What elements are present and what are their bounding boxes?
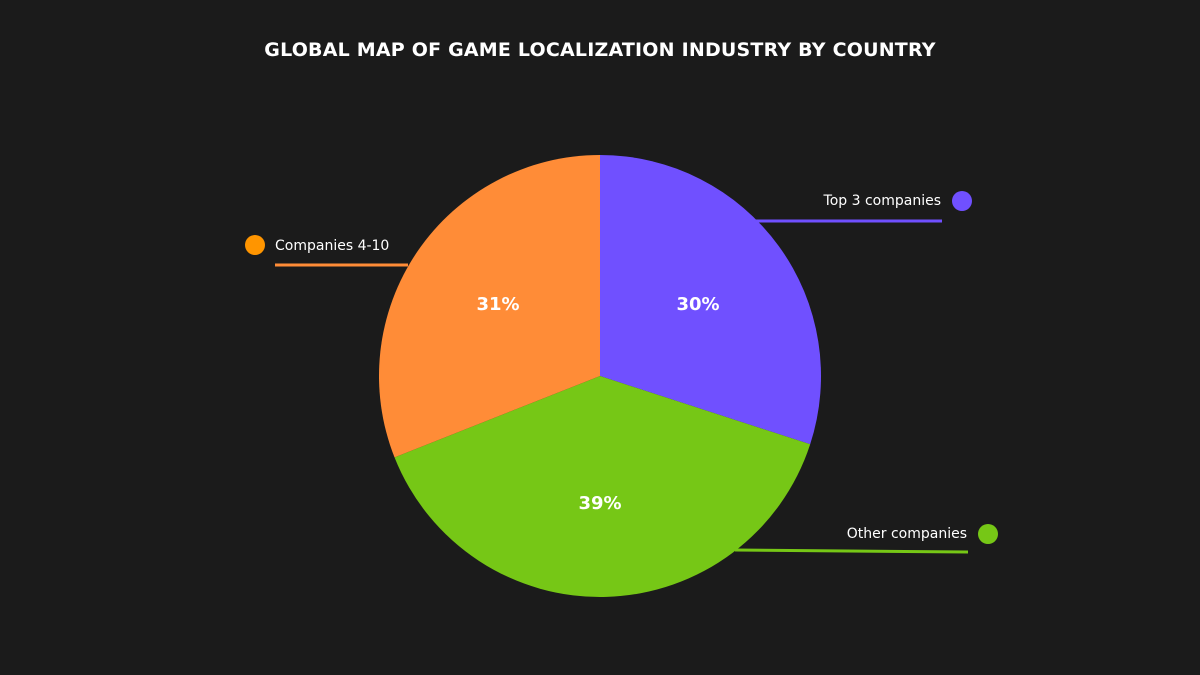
pie-slice-other-companies: [394, 376, 811, 598]
legend-label-top-3: Top 3 companies: [823, 193, 941, 209]
pie-slice-top-3-companies: [600, 155, 821, 445]
leader-line-other: [734, 548, 969, 554]
pie-percent-companies-4-10: 31%: [476, 294, 519, 315]
legend-marker-other: [978, 524, 998, 544]
pie-slice-companies-4-10: [379, 155, 600, 458]
pie-slices: [379, 155, 821, 598]
chart-title: GLOBAL MAP OF GAME LOCALIZATION INDUSTRY…: [264, 39, 935, 61]
legend-label-other: Other companies: [847, 526, 967, 542]
pie-percent-labels: 30% 39% 31%: [476, 294, 719, 514]
legend-marker-companies-4-10: [245, 235, 265, 255]
pie-percent-top-3-companies: 30%: [676, 294, 719, 315]
legend-marker-top-3: [952, 191, 972, 211]
pie-percent-other-companies: 39%: [578, 493, 621, 514]
legend-label-companies-4-10: Companies 4-10: [275, 238, 389, 254]
